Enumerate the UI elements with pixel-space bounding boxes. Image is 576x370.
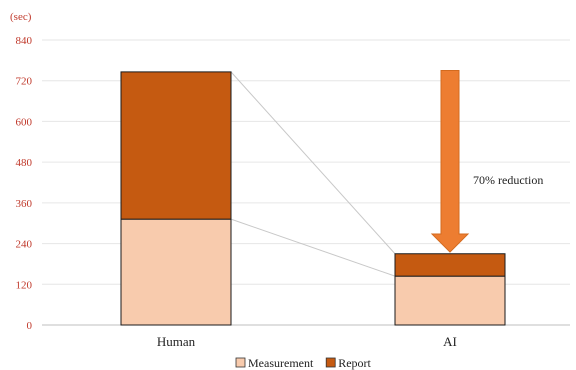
bar-report-ai xyxy=(394,253,506,277)
bar-measurement-human xyxy=(120,218,232,326)
legend-label: Report xyxy=(338,356,371,370)
connector-line xyxy=(230,71,396,255)
y-tick-label: 600 xyxy=(16,116,33,128)
bar-report-human xyxy=(120,71,232,220)
y-tick-label: 360 xyxy=(16,198,33,210)
legend-swatch xyxy=(235,357,246,368)
legend-swatch xyxy=(325,357,336,368)
legend-label: Measurement xyxy=(248,356,314,370)
connector-line xyxy=(230,218,396,277)
legend: Measurement Report xyxy=(235,356,372,370)
bars xyxy=(120,71,506,326)
reduction-label: 70% reduction xyxy=(473,173,543,187)
down-arrow-icon xyxy=(430,70,470,253)
x-category-label: AI xyxy=(443,334,457,349)
y-tick-label: 480 xyxy=(16,157,33,169)
y-tick-label: 120 xyxy=(16,279,33,291)
y-tick-label: 720 xyxy=(16,76,33,88)
connector-lines xyxy=(230,71,396,277)
bar-measurement-ai xyxy=(394,275,506,326)
y-axis: 0 120 240 360 480 600 720 840 xyxy=(16,35,33,332)
y-tick-label: 240 xyxy=(16,239,33,251)
y-tick-label: 840 xyxy=(16,35,33,47)
reduction-annotation: 70% reduction xyxy=(430,70,543,253)
y-tick-label: 0 xyxy=(27,320,33,332)
y-unit-label: (sec) xyxy=(10,11,32,23)
x-category-label: Human xyxy=(157,334,196,349)
x-axis: Human AI xyxy=(157,334,457,349)
